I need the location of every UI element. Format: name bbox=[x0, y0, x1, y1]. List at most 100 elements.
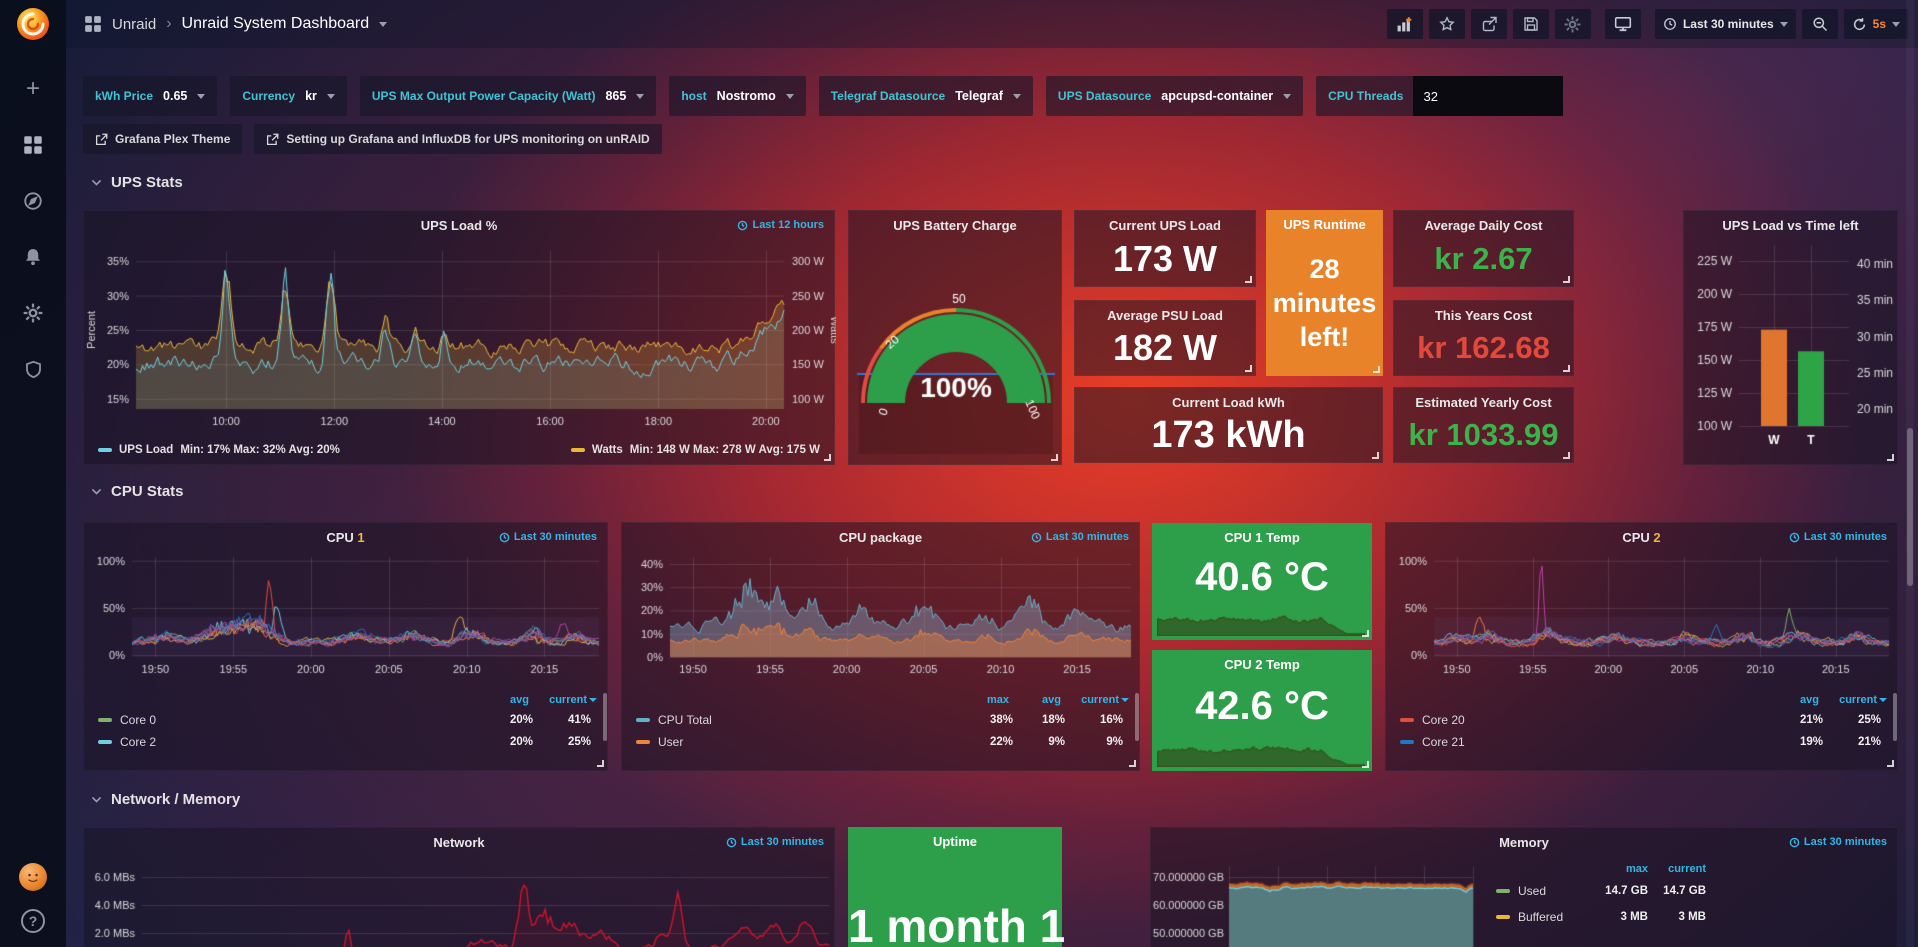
legend-scrollbar[interactable] bbox=[603, 693, 607, 741]
sidebar-item-dashboards[interactable] bbox=[16, 132, 50, 158]
legend-scrollbar[interactable] bbox=[1893, 693, 1897, 741]
network-chart-canvas[interactable] bbox=[84, 828, 836, 947]
cpu2-chart-canvas[interactable] bbox=[1386, 547, 1899, 687]
panel-time-override[interactable]: Last 30 minutes bbox=[726, 836, 824, 848]
legend-sort-current[interactable]: current bbox=[1668, 863, 1706, 875]
legend-row[interactable]: Core 0 20% 41% bbox=[98, 709, 597, 731]
legend-sort-current[interactable]: current bbox=[549, 694, 587, 706]
panel-resize-handle[interactable] bbox=[824, 454, 831, 461]
panel-title[interactable]: Estimated Yearly Cost bbox=[1415, 395, 1552, 410]
variable-host[interactable]: host Nostromo bbox=[669, 76, 806, 116]
panel-resize-handle[interactable] bbox=[1245, 276, 1252, 283]
memory-chart-canvas[interactable] bbox=[1151, 828, 1491, 947]
cpu-threads-input[interactable] bbox=[1413, 76, 1564, 116]
panel-time-override[interactable]: Last 30 minutes bbox=[1031, 531, 1129, 543]
row-header-network-memory[interactable]: Network / Memory bbox=[90, 791, 240, 808]
legend-row[interactable]: CPU Total 38% 18% 16% bbox=[636, 709, 1129, 731]
help-icon[interactable]: ? bbox=[21, 909, 45, 933]
panel-title[interactable]: UPS Battery Charge bbox=[893, 218, 1017, 233]
legend-sort-avg[interactable]: avg bbox=[1042, 694, 1061, 706]
zoom-out-button[interactable] bbox=[1801, 9, 1838, 39]
panel-title[interactable]: CPU 1 Temp bbox=[1224, 530, 1300, 545]
panel-resize-handle[interactable] bbox=[1362, 630, 1369, 637]
panel-title[interactable]: CPU 1 bbox=[326, 530, 365, 545]
legend-item[interactable]: Watts Min: 148 W Max: 278 W Avg: 175 W bbox=[570, 442, 820, 458]
panel-time-override[interactable]: Last 30 minutes bbox=[1789, 836, 1887, 848]
panel-title[interactable]: CPU 2 bbox=[1622, 530, 1661, 545]
panel-title[interactable]: Average PSU Load bbox=[1107, 308, 1223, 323]
panel-title[interactable]: Uptime bbox=[932, 834, 978, 849]
variable-currency[interactable]: Currency kr bbox=[230, 76, 347, 116]
legend-row[interactable]: Core 20 21% 25% bbox=[1400, 709, 1887, 731]
sidebar-item-explore[interactable] bbox=[16, 188, 50, 214]
panel-resize-handle[interactable] bbox=[1051, 454, 1058, 461]
panel-resize-handle[interactable] bbox=[1563, 365, 1570, 372]
panel-title[interactable]: Network bbox=[433, 835, 485, 850]
panel-title[interactable]: UPS Load vs Time left bbox=[1722, 218, 1859, 233]
legend-scrollbar[interactable] bbox=[1135, 693, 1139, 741]
panel-title[interactable]: UPS Load % bbox=[420, 218, 498, 233]
cpu-package-chart-canvas[interactable] bbox=[622, 547, 1141, 687]
apps-grid-icon[interactable] bbox=[84, 15, 102, 33]
variable-ups-datasource[interactable]: UPS Datasource apcupsd-container bbox=[1045, 76, 1304, 116]
cpu1-chart-canvas[interactable] bbox=[84, 547, 609, 687]
panel-resize-handle[interactable] bbox=[1887, 760, 1894, 767]
legend-sort-current[interactable]: current bbox=[1839, 694, 1877, 706]
panel-title[interactable]: Average Daily Cost bbox=[1424, 218, 1543, 233]
share-button[interactable] bbox=[1470, 9, 1507, 39]
panel-resize-handle[interactable] bbox=[1245, 365, 1252, 372]
grafana-logo[interactable] bbox=[0, 0, 66, 48]
dashboard-settings-button[interactable] bbox=[1554, 9, 1591, 39]
sidebar-item-server-admin[interactable] bbox=[16, 356, 50, 382]
link-ups-monitoring-guide[interactable]: Setting up Grafana and InfluxDB for UPS … bbox=[254, 124, 662, 154]
tv-mode-button[interactable] bbox=[1604, 9, 1641, 39]
page-scrollbar[interactable] bbox=[1906, 0, 1914, 947]
panel-title[interactable]: This Years Cost bbox=[1434, 308, 1533, 323]
title-caret-icon[interactable] bbox=[379, 21, 388, 27]
panel-title[interactable]: Current UPS Load bbox=[1109, 218, 1221, 233]
link-grafana-plex-theme[interactable]: Grafana Plex Theme bbox=[83, 124, 243, 154]
add-panel-button[interactable] bbox=[1386, 9, 1423, 39]
panel-title[interactable]: Memory bbox=[1499, 835, 1549, 850]
breadcrumb-folder[interactable]: Unraid bbox=[112, 15, 157, 33]
panel-resize-handle[interactable] bbox=[1362, 761, 1369, 768]
load-vs-time-bar-canvas[interactable] bbox=[1684, 211, 1899, 466]
legend-sort-avg[interactable]: avg bbox=[510, 694, 529, 706]
panel-title[interactable]: UPS Runtime bbox=[1283, 217, 1366, 232]
panel-resize-handle[interactable] bbox=[1129, 760, 1136, 767]
legend-row[interactable]: User 22% 9% 9% bbox=[636, 731, 1129, 753]
scrollbar-thumb[interactable] bbox=[1907, 428, 1913, 586]
sidebar-item-configuration[interactable] bbox=[16, 300, 50, 326]
sidebar-item-alerting[interactable] bbox=[16, 244, 50, 270]
sidebar-item-create[interactable]: + bbox=[16, 76, 50, 102]
panel-time-override[interactable]: Last 30 minutes bbox=[1789, 531, 1887, 543]
star-button[interactable] bbox=[1428, 9, 1465, 39]
panel-time-override[interactable]: Last 12 hours bbox=[737, 219, 824, 231]
variable-ups-max-output[interactable]: UPS Max Output Power Capacity (Watt) 865 bbox=[359, 76, 657, 116]
legend-row[interactable]: Buffered 3 MB 3 MB bbox=[1496, 904, 1706, 930]
panel-resize-handle[interactable] bbox=[1887, 454, 1894, 461]
panel-resize-handle[interactable] bbox=[597, 760, 604, 767]
panel-resize-handle[interactable] bbox=[1563, 276, 1570, 283]
panel-title[interactable]: CPU package bbox=[838, 530, 923, 545]
ups-load-chart-canvas[interactable] bbox=[84, 211, 836, 466]
save-button[interactable] bbox=[1512, 9, 1549, 39]
legend-sort-current[interactable]: current bbox=[1081, 694, 1119, 706]
user-avatar[interactable] bbox=[19, 863, 47, 891]
panel-title[interactable]: CPU 2 Temp bbox=[1224, 657, 1300, 672]
variable-telegraf-datasource[interactable]: Telegraf Datasource Telegraf bbox=[818, 76, 1033, 116]
panel-resize-handle[interactable] bbox=[1372, 452, 1379, 459]
panel-resize-handle[interactable] bbox=[1563, 452, 1570, 459]
row-header-cpu-stats[interactable]: CPU Stats bbox=[90, 483, 184, 500]
legend-sort-avg[interactable]: avg bbox=[1800, 694, 1819, 706]
panel-resize-handle[interactable] bbox=[1373, 366, 1380, 373]
legend-row[interactable]: Used 14.7 GB 14.7 GB bbox=[1496, 878, 1706, 904]
panel-title[interactable]: Current Load kWh bbox=[1172, 395, 1285, 410]
panel-time-override[interactable]: Last 30 minutes bbox=[499, 531, 597, 543]
legend-row[interactable]: Core 21 19% 21% bbox=[1400, 731, 1887, 753]
legend-sort-max[interactable]: max bbox=[1625, 863, 1648, 875]
refresh-picker[interactable]: 5s bbox=[1843, 9, 1908, 39]
legend-row[interactable]: Core 2 20% 25% bbox=[98, 731, 597, 753]
battery-gauge-canvas[interactable] bbox=[849, 211, 1063, 466]
page-title[interactable]: Unraid System Dashboard bbox=[181, 15, 370, 32]
